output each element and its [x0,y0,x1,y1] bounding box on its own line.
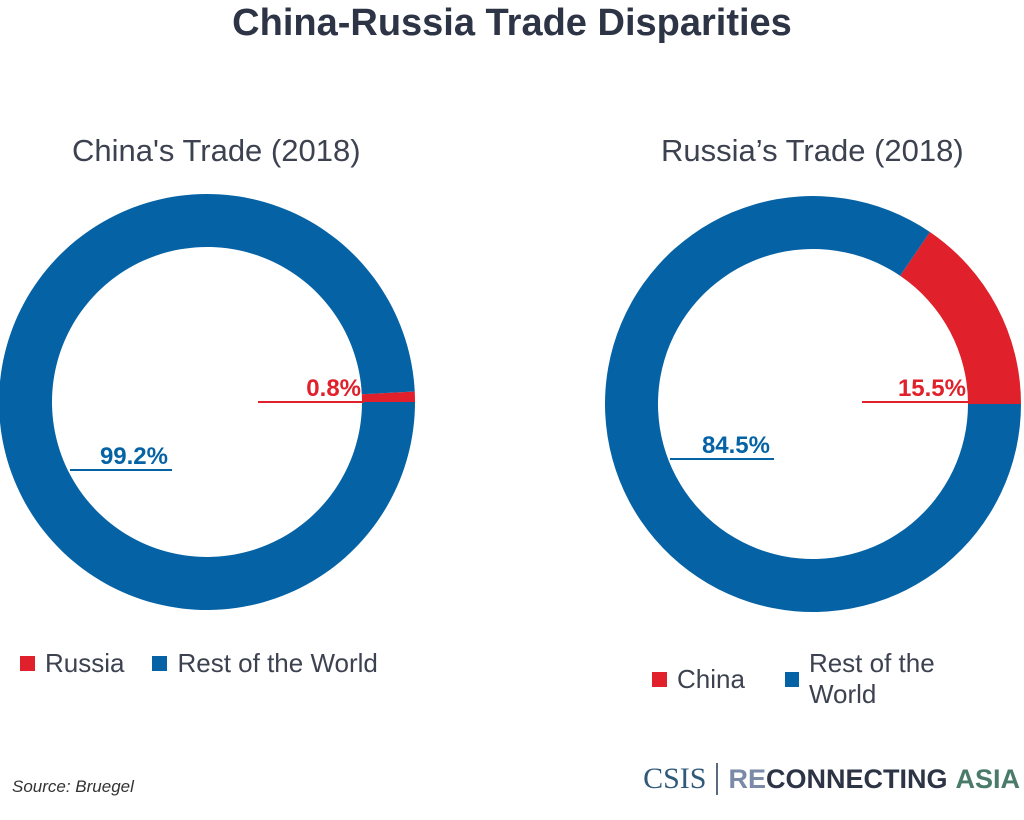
legend-swatch-red [652,671,667,687]
data-label: 84.5% [702,432,770,459]
china-chart-legend: Russia Rest of the World [20,648,406,679]
logo-connecting: CONNECTING [765,763,948,794]
russia-chart-legend: China Rest of the World [652,648,1024,710]
logo-asia: ASIA [955,763,1020,794]
data-label: 99.2% [100,443,168,470]
legend-label: Russia [45,648,125,678]
donut-slice-china [900,231,1021,404]
logo-csis: CSIS [643,762,707,795]
legend-item-china: China [652,664,745,695]
source-note: Source: Bruegel [12,777,134,796]
legend-label: Rest of the World [808,648,935,709]
legend-swatch-blue [152,656,168,671]
legend-label: Rest of the World [177,648,378,678]
data-label: 15.5% [898,375,966,402]
legend-swatch-red [20,656,35,671]
legend-label: China [677,663,745,694]
logo-divider [716,763,719,795]
csis-reconnecting-asia-logo: CSIS RE CONNECTING ASIA [643,762,1020,796]
legend-item-russia: Russia [20,648,124,679]
china-chart-subtitle: China's Trade (2018) [72,133,361,168]
donut-slice-russia [361,391,415,402]
legend-item-rest: Rest of the World [152,648,378,679]
legend-swatch-blue [784,671,799,687]
logo-re: RE [728,763,766,794]
data-label: 0.8% [306,375,361,402]
legend-item-rest: Rest of the World [784,648,996,710]
chart-title: China-Russia Trade Disparities [232,2,792,44]
russia-chart-subtitle: Russia’s Trade (2018) [661,133,964,168]
